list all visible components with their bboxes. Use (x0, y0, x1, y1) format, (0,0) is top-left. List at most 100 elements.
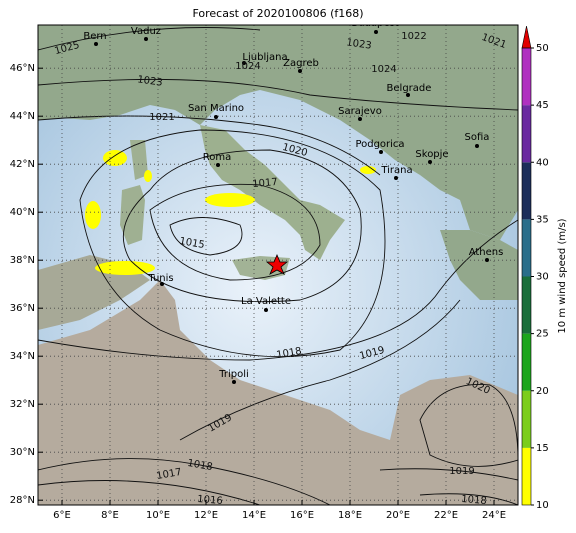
city-dot (379, 150, 383, 154)
colorbar-tick-label: 45 (536, 100, 549, 111)
city-label: San Marino (188, 103, 244, 114)
city-label: Tirana (380, 165, 412, 176)
city-label: Skopje (415, 149, 448, 160)
lon-tick-label: 18°E (338, 510, 362, 521)
colorbar-segment (522, 105, 531, 163)
lat-tick-label: 46°N (10, 63, 35, 74)
isobar-label: 1018 (276, 346, 303, 361)
colorbar-segment (522, 390, 531, 448)
lon-tick-label: 8°E (101, 510, 119, 521)
city-label: Tunis (147, 273, 173, 284)
city-dot (406, 93, 410, 97)
lat-tick-label: 32°N (10, 399, 35, 410)
colorbar-segment (522, 276, 531, 334)
city-dot (94, 42, 98, 46)
city-dot (485, 258, 489, 262)
colorbar-tick-label: 40 (536, 157, 549, 168)
colorbar-tick-label: 20 (536, 386, 549, 397)
lat-tick-label: 34°N (10, 351, 35, 362)
lat-tick-label: 44°N (10, 111, 35, 122)
city-label: Podgorica (355, 139, 404, 150)
city-dot (394, 176, 398, 180)
title: Forecast of 2020100806 (f168) (192, 7, 363, 20)
corsica (130, 140, 148, 180)
colorbar-tick-label: 50 (536, 43, 549, 54)
colorbar-extend (521, 25, 532, 49)
isobar-label: 1023 (137, 74, 164, 88)
city-dot (242, 61, 246, 65)
colorbar-frame (521, 47, 532, 506)
wind-areas (85, 150, 376, 275)
lon-tick-label: 14°E (242, 510, 266, 521)
city-dot (216, 163, 220, 167)
isobar-label: 1018 (461, 494, 487, 507)
lat-tick-label: 38°N (10, 255, 35, 266)
city-label: Athens (469, 247, 504, 258)
city-label: Ljubljana (242, 52, 287, 63)
city-dot (298, 69, 302, 73)
colorbar-segment (522, 447, 531, 505)
city-label: Belgrade (387, 83, 432, 94)
isobar-label: 1023 (346, 37, 373, 51)
isobar-label: 1024 (371, 64, 396, 75)
isobar-label: 1024 (235, 61, 260, 72)
lon-tick-label: 10°E (146, 510, 170, 521)
city-label: La Valette (241, 296, 291, 307)
city-dot (358, 117, 362, 121)
city-dot (428, 160, 432, 164)
isobar-label: 1016 (197, 494, 223, 507)
city-label: Budapest (351, 18, 398, 29)
isobar-label: 1022 (401, 31, 426, 42)
city-label: Sofia (465, 132, 490, 143)
sardinia (120, 185, 145, 245)
europe-land (38, 25, 518, 240)
graticule (38, 25, 518, 505)
city-dot (475, 144, 479, 148)
isobar-label: 1018 (186, 458, 213, 473)
lat-tick-label: 36°N (10, 303, 35, 314)
isobar-label: 1021 (149, 112, 174, 123)
isobars (38, 27, 518, 505)
colorbar-tick-label: 15 (536, 443, 549, 454)
lon-tick-label: 22°E (434, 510, 458, 521)
lon-tick-label: 16°E (290, 510, 314, 521)
colorbar-segment (522, 162, 531, 220)
lon-tick-label: 24°E (482, 510, 506, 521)
city-label: Zagreb (283, 58, 319, 69)
lon-tick-label: 6°E (53, 510, 71, 521)
isobar-label: 1015 (178, 236, 205, 251)
isobar-label: 1017 (252, 177, 278, 190)
lat-tick-label: 40°N (10, 207, 35, 218)
colorbar: 10 15 20 25 30 35 40 45 50 10 m wind speed (m/s) (521, 25, 568, 511)
lat-tick-label: 28°N (10, 495, 35, 506)
lat-tick-label: 42°N (10, 159, 35, 170)
city-label: Sarajevo (338, 106, 382, 117)
city-label: Roma (203, 152, 232, 163)
city-label: Vaduz (131, 26, 161, 37)
colorbar-segment (522, 333, 531, 391)
colorbar-tick-label: 35 (536, 214, 549, 225)
city-label: Bern (83, 31, 106, 42)
greece (440, 230, 518, 300)
city-dot (232, 380, 236, 384)
isobar-label: 1017 (156, 467, 183, 482)
colorbar-tick-label: 10 (536, 500, 549, 511)
city-dot (144, 37, 148, 41)
map-frame (37, 24, 519, 506)
italy (200, 125, 345, 260)
lat-tick-label: 30°N (10, 447, 35, 458)
colorbar-tick-label: 25 (536, 329, 549, 340)
africa-land (38, 280, 518, 505)
lon-tick-label: 20°E (386, 510, 410, 521)
city-label: Tripoli (218, 369, 249, 380)
city-dot (264, 308, 268, 312)
colorbar-segment (522, 48, 531, 106)
colorbar-segment (522, 219, 531, 277)
target-star (265, 253, 289, 275)
colorbar-tick-label: 30 (536, 272, 549, 283)
city-dot (214, 115, 218, 119)
colorbar-label: 10 m wind speed (m/s) (557, 218, 568, 333)
